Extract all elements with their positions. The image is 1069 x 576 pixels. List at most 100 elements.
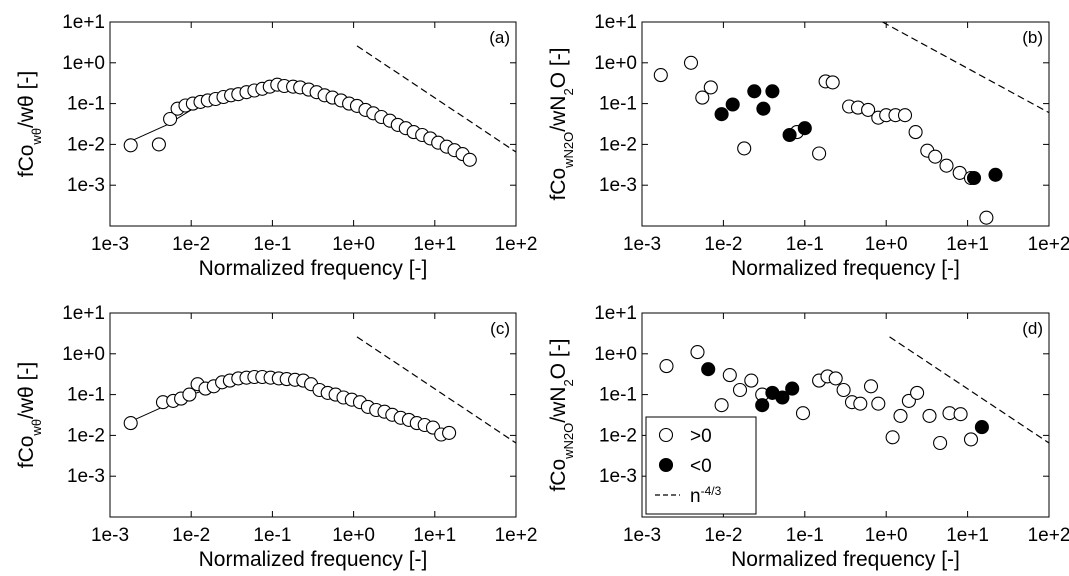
y-tick-label: 1e-3 (599, 175, 637, 196)
data-point-positive (683, 55, 699, 70)
y-tick-label: 1e-2 (67, 425, 105, 446)
data-point-positive (151, 137, 166, 152)
reference-slope-line (356, 336, 516, 444)
reference-slope-line (882, 22, 1049, 114)
y-tick-label: 1e-2 (67, 134, 105, 155)
y-axis-label: fCowN2O/wN2O [-] (547, 47, 576, 200)
data-point-positive (123, 416, 138, 431)
data-point-positive (722, 368, 737, 383)
data-point-positive (182, 387, 197, 402)
x-tick-label: 1e-2 (172, 234, 210, 255)
x-tick-label: 1e-3 (623, 525, 661, 546)
y-tick-label: 1e-2 (599, 134, 637, 155)
legend-label-text: <0 (690, 456, 712, 477)
data-point-negative (785, 381, 800, 396)
x-tick-label: 1e-2 (704, 234, 742, 255)
reference-slope-line (889, 336, 1049, 444)
y-tick-label: 1e-1 (67, 385, 105, 406)
data-point-negative (966, 170, 982, 186)
y-tick-label: 1e-3 (599, 466, 637, 487)
data-point-positive (714, 398, 729, 413)
data-point-negative (765, 84, 780, 99)
data-point-positive (462, 152, 477, 167)
y-tick-label: 1e-1 (67, 94, 105, 115)
x-tick-label: 1e+2 (495, 234, 538, 255)
data-point-negative (988, 167, 1003, 182)
y-axis-label-part: 2 (561, 379, 576, 386)
x-tick-label: 1e+1 (413, 525, 456, 546)
panel-d: 1e-3 1e-2 1e-1 1e+0 1e+1 1e+2 1e-3 1e-2 1e-1 1e+0… (547, 303, 1069, 571)
y-tick-label: 1e+0 (62, 344, 105, 365)
y-tick-label: 1e-1 (599, 94, 637, 115)
x-tick-label: 1e-3 (623, 234, 661, 255)
x-tick-label: 1e+1 (413, 234, 456, 255)
panel-b: 1e-3 1e-2 1e-1 1e+0 1e+1 1e+2 1e-3 1e-2 1e-1 1e+0… (547, 12, 1069, 280)
data-point-positive (893, 408, 908, 423)
panel-c: 1e-3 1e-2 1e-1 1e+0 1e+1 1e+2 1e-3 1e-2 1e-1 1e+0… (15, 303, 537, 571)
data-point-positive (163, 111, 178, 127)
data-point-positive (825, 75, 840, 90)
data-point-positive (653, 68, 668, 83)
data-point-positive (836, 382, 851, 398)
y-axis-label: fCowθ/wθ [-] (15, 71, 44, 178)
data-point-positive (812, 146, 827, 161)
y-axis-label: fCowN2O/wN2O [-] (547, 338, 576, 491)
x-tick-label: 1e+0 (865, 234, 908, 255)
y-axis-label-part: fCo (547, 459, 570, 492)
panel-label: (d) (1022, 319, 1043, 338)
y-tick-label: 1e+1 (62, 12, 105, 33)
y-axis-label-part: O [-] (547, 338, 570, 379)
y-axis-label: fCowθ/wθ [-] (15, 362, 44, 469)
plot-area-a (123, 45, 516, 167)
data-point-negative (782, 127, 797, 143)
y-tick-label: 1e+1 (62, 303, 105, 324)
legend-label: >0 (690, 426, 712, 447)
legend-marker-open (658, 427, 674, 443)
data-point-positive (863, 379, 879, 394)
plot-area-b (653, 22, 1049, 225)
x-tick-label: 1e-2 (704, 525, 742, 546)
plot-area-c (123, 336, 516, 444)
data-point-positive (910, 385, 925, 400)
y-axis-label-part: wθ (29, 128, 44, 146)
x-tick-label: 1e+0 (865, 525, 908, 546)
y-axis-label-part: 2 (561, 88, 576, 95)
y-tick-label: 1e+0 (594, 344, 637, 365)
y-axis-label-part: wN2O (561, 423, 576, 460)
y-axis-label-part: fCo (15, 145, 38, 178)
y-axis-label-part: /wN (547, 387, 570, 423)
data-point-negative (797, 121, 812, 136)
data-point-positive (885, 430, 900, 445)
reference-slope-line (356, 45, 516, 153)
x-axis-label: Normalized frequency [-] (731, 257, 960, 280)
y-axis-label-part: /wN (547, 96, 570, 132)
data-point-negative (775, 390, 790, 405)
data-point-positive (928, 149, 943, 164)
data-point-positive (659, 359, 674, 374)
data-point-positive (853, 396, 868, 411)
data-point-positive (908, 125, 923, 140)
y-tick-label: 1e-1 (599, 385, 637, 406)
legend-label-text: n (690, 486, 701, 507)
data-point-positive (703, 80, 718, 95)
y-tick-label: 1e+0 (594, 53, 637, 74)
plot-area-d (659, 336, 1049, 451)
x-tick-label: 1e+0 (332, 525, 375, 546)
y-tick-label: 1e-3 (67, 466, 105, 487)
data-point-positive (123, 138, 138, 153)
x-tick-label: 1e+1 (946, 234, 989, 255)
axes-frame-b (641, 21, 1050, 227)
legend-label: n-4/3 (690, 484, 722, 507)
data-point-positive (795, 406, 811, 421)
data-point-positive (732, 382, 748, 398)
x-tick-label: 1e+0 (332, 234, 375, 255)
x-tick-label: 1e-3 (91, 234, 129, 255)
panel-label: (c) (490, 319, 510, 338)
data-point-positive (963, 432, 979, 447)
fit-line (130, 86, 471, 164)
legend-label-exponent: -4/3 (701, 484, 722, 498)
y-axis-label-part: wN2O (561, 132, 576, 169)
data-point-negative (974, 420, 989, 435)
legend-label: <0 (690, 456, 712, 477)
panel-label: (b) (1022, 28, 1043, 47)
